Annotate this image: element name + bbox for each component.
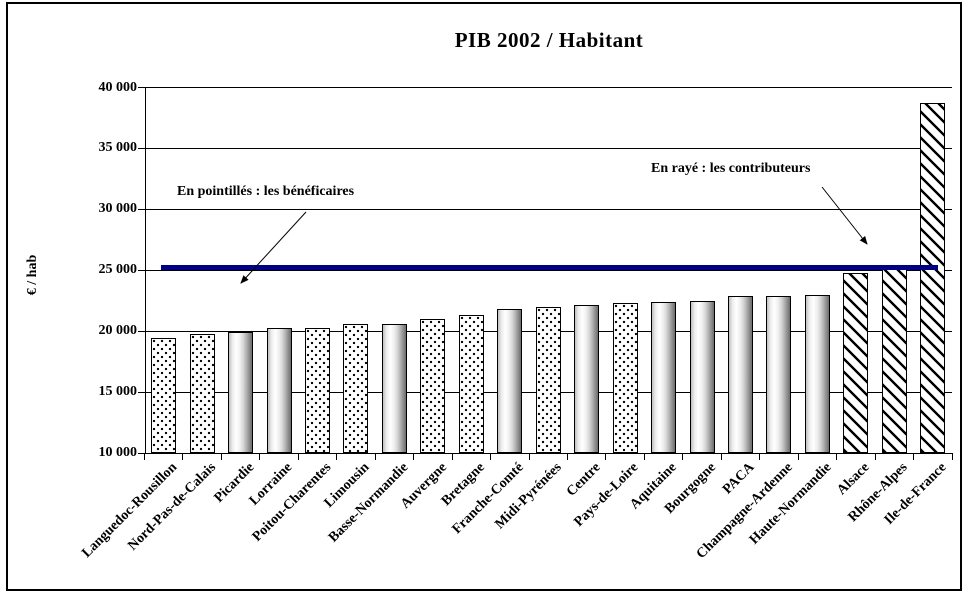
bar-Aquitaine bbox=[651, 301, 677, 453]
x-axis-tick bbox=[643, 453, 645, 460]
x-axis-tick bbox=[682, 453, 684, 460]
bar-Picardie bbox=[228, 331, 254, 453]
gridline-35000 bbox=[144, 147, 952, 149]
bar-Poitou-Charentes bbox=[305, 328, 331, 453]
x-axis-tick bbox=[566, 453, 568, 460]
x-axis-tick bbox=[836, 453, 838, 460]
x-axis-tick bbox=[874, 453, 876, 460]
x-axis-tick bbox=[797, 453, 799, 460]
bar-Pays-de-Loire bbox=[612, 303, 638, 453]
bar-PACA bbox=[728, 295, 753, 453]
y-axis-line bbox=[144, 87, 146, 453]
bar-Auvergne bbox=[420, 318, 446, 453]
x-axis-tick bbox=[374, 453, 376, 460]
y-axis-tick bbox=[137, 330, 145, 332]
x-axis-tick bbox=[490, 453, 492, 460]
bar-Rhône-Alpes bbox=[881, 269, 907, 453]
bar-Haute-Normandie bbox=[804, 294, 830, 453]
bar-Centre bbox=[574, 304, 600, 453]
chart-border bbox=[6, 2, 962, 591]
bar-Nord-Pas-de-Calais bbox=[189, 333, 215, 453]
x-axis-tick bbox=[259, 453, 261, 460]
x-axis-tick bbox=[413, 453, 415, 460]
annotation-contributors: En rayé : les contributeurs bbox=[651, 161, 811, 176]
x-axis-tick bbox=[297, 453, 299, 460]
y-axis-tick bbox=[137, 391, 145, 393]
bar-Bretagne bbox=[458, 314, 484, 453]
x-axis-tick bbox=[336, 453, 338, 460]
y-tick-label: 35 000 bbox=[98, 140, 138, 156]
y-axis-tick bbox=[137, 147, 145, 149]
bar-Alsace bbox=[843, 272, 869, 453]
x-axis-tick bbox=[913, 453, 915, 460]
x-axis-tick bbox=[759, 453, 761, 460]
y-axis-tick bbox=[137, 87, 145, 88]
x-axis-line bbox=[144, 452, 952, 454]
x-axis-tick bbox=[528, 453, 530, 460]
x-axis-tick bbox=[951, 453, 953, 460]
bar-Limousin bbox=[343, 324, 369, 453]
bar-Lorraine bbox=[266, 327, 292, 453]
y-tick-label: 25 000 bbox=[98, 262, 138, 278]
y-axis-title: € / hab bbox=[25, 254, 40, 296]
bar-Basse-Normandie bbox=[381, 323, 407, 453]
y-tick-label: 30 000 bbox=[98, 201, 138, 217]
x-axis-tick bbox=[451, 453, 453, 460]
bar-Languedoc-Rousillon bbox=[151, 338, 177, 453]
y-tick-label: 10 000 bbox=[98, 445, 138, 460]
reference-line-25000 bbox=[161, 265, 938, 271]
y-tick-label: 15 000 bbox=[98, 384, 138, 400]
bar-Midi-Pyrénées bbox=[535, 306, 561, 453]
x-axis-tick bbox=[605, 453, 607, 460]
y-axis-tick bbox=[137, 452, 145, 454]
y-tick-label: 40 000 bbox=[98, 79, 138, 95]
x-axis-tick bbox=[220, 453, 222, 460]
x-axis-tick bbox=[182, 453, 184, 460]
annotation-beneficiaries: En pointillés : les bénéficaires bbox=[177, 184, 355, 199]
y-tick-label: 20 000 bbox=[98, 323, 138, 339]
bar-Ile-de-France bbox=[920, 103, 946, 453]
bar-Bourgogne bbox=[689, 301, 715, 453]
y-axis-tick bbox=[137, 269, 145, 271]
gridline-30000 bbox=[144, 208, 952, 210]
bar-Champagne-Ardenne bbox=[766, 295, 792, 453]
chart-title: PIB 2002 / Habitant bbox=[454, 28, 644, 52]
gridline-40000 bbox=[144, 87, 952, 88]
x-axis-tick bbox=[720, 453, 722, 460]
y-axis-tick bbox=[137, 208, 145, 210]
bar-Franche-Comté bbox=[497, 309, 523, 453]
x-axis-tick bbox=[144, 453, 145, 460]
